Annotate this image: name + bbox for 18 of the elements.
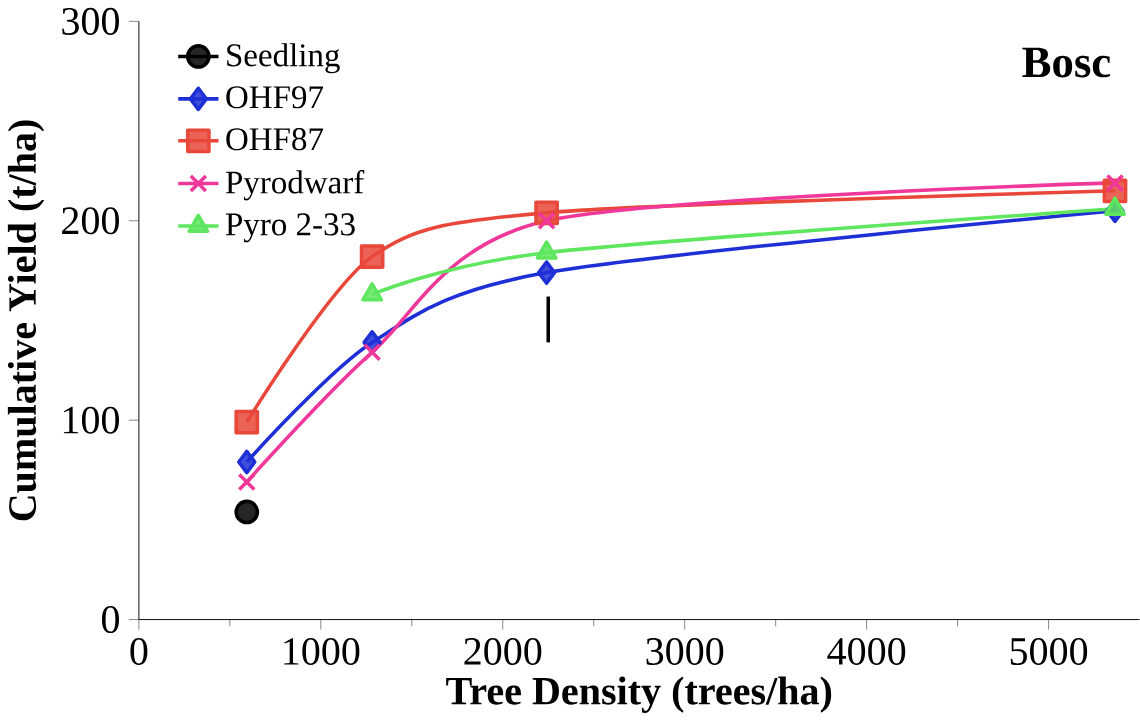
x-axis-title: Tree Density (trees/ha) bbox=[446, 676, 832, 714]
x-tick-label: 5000 bbox=[1010, 638, 1088, 666]
legend-label: Pyro 2-33 bbox=[225, 213, 355, 243]
legend-label: OHF97 bbox=[226, 86, 324, 109]
x-tick-label: 4000 bbox=[827, 638, 906, 666]
x-tick-label: 0 bbox=[130, 638, 148, 666]
y-tick-label: 200 bbox=[62, 207, 119, 235]
legend-label: OHF87 bbox=[226, 128, 324, 151]
legend-label: Seedling bbox=[227, 43, 340, 74]
y-axis-title: Cumulative Yield (t/ha) bbox=[7, 120, 45, 521]
legend-label: Pyrodwarf bbox=[225, 170, 365, 201]
y-tick-label: 300 bbox=[62, 7, 119, 36]
y-tick-label: 100 bbox=[63, 406, 119, 434]
x-tick-label: 2000 bbox=[464, 638, 542, 666]
y-tick-label: 0 bbox=[101, 606, 119, 634]
x-tick-label: 3000 bbox=[646, 638, 724, 666]
chart-title: Bosc bbox=[1022, 47, 1111, 78]
x-tick-label: 1000 bbox=[284, 638, 360, 666]
